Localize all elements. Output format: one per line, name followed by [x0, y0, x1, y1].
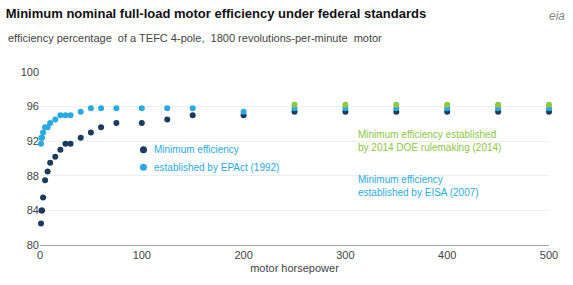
svg-text:200: 200 — [234, 249, 252, 261]
svg-text:80: 80 — [27, 239, 39, 251]
svg-text:established by EPAct (1992): established by EPAct (1992) — [154, 162, 279, 173]
svg-text:0: 0 — [37, 249, 43, 261]
svg-text:eia: eia — [549, 9, 565, 23]
svg-text:300: 300 — [336, 249, 354, 261]
svg-text:100: 100 — [133, 249, 151, 261]
svg-text:motor horsepower: motor horsepower — [250, 262, 339, 274]
svg-text:Minimum efficiency: Minimum efficiency — [154, 144, 239, 155]
svg-text:100: 100 — [21, 66, 39, 78]
svg-text:Minimum nominal full-load moto: Minimum nominal full-load motor efficien… — [6, 6, 426, 21]
svg-text:Minimum efficiencyestablished: Minimum efficiencyestablished by EISA (2… — [358, 174, 479, 198]
svg-text:500: 500 — [540, 249, 558, 261]
svg-text:Minimum efficiency established: Minimum efficiency establishedby 2014 DO… — [358, 129, 501, 153]
svg-text:92: 92 — [27, 135, 39, 147]
svg-text:400: 400 — [438, 249, 456, 261]
svg-text:84: 84 — [27, 204, 39, 216]
svg-text:96: 96 — [27, 100, 39, 112]
svg-text:efficiency percentage of a TE: efficiency percentage of a TEFC 4-pole, … — [8, 32, 382, 44]
svg-text:88: 88 — [27, 170, 39, 182]
